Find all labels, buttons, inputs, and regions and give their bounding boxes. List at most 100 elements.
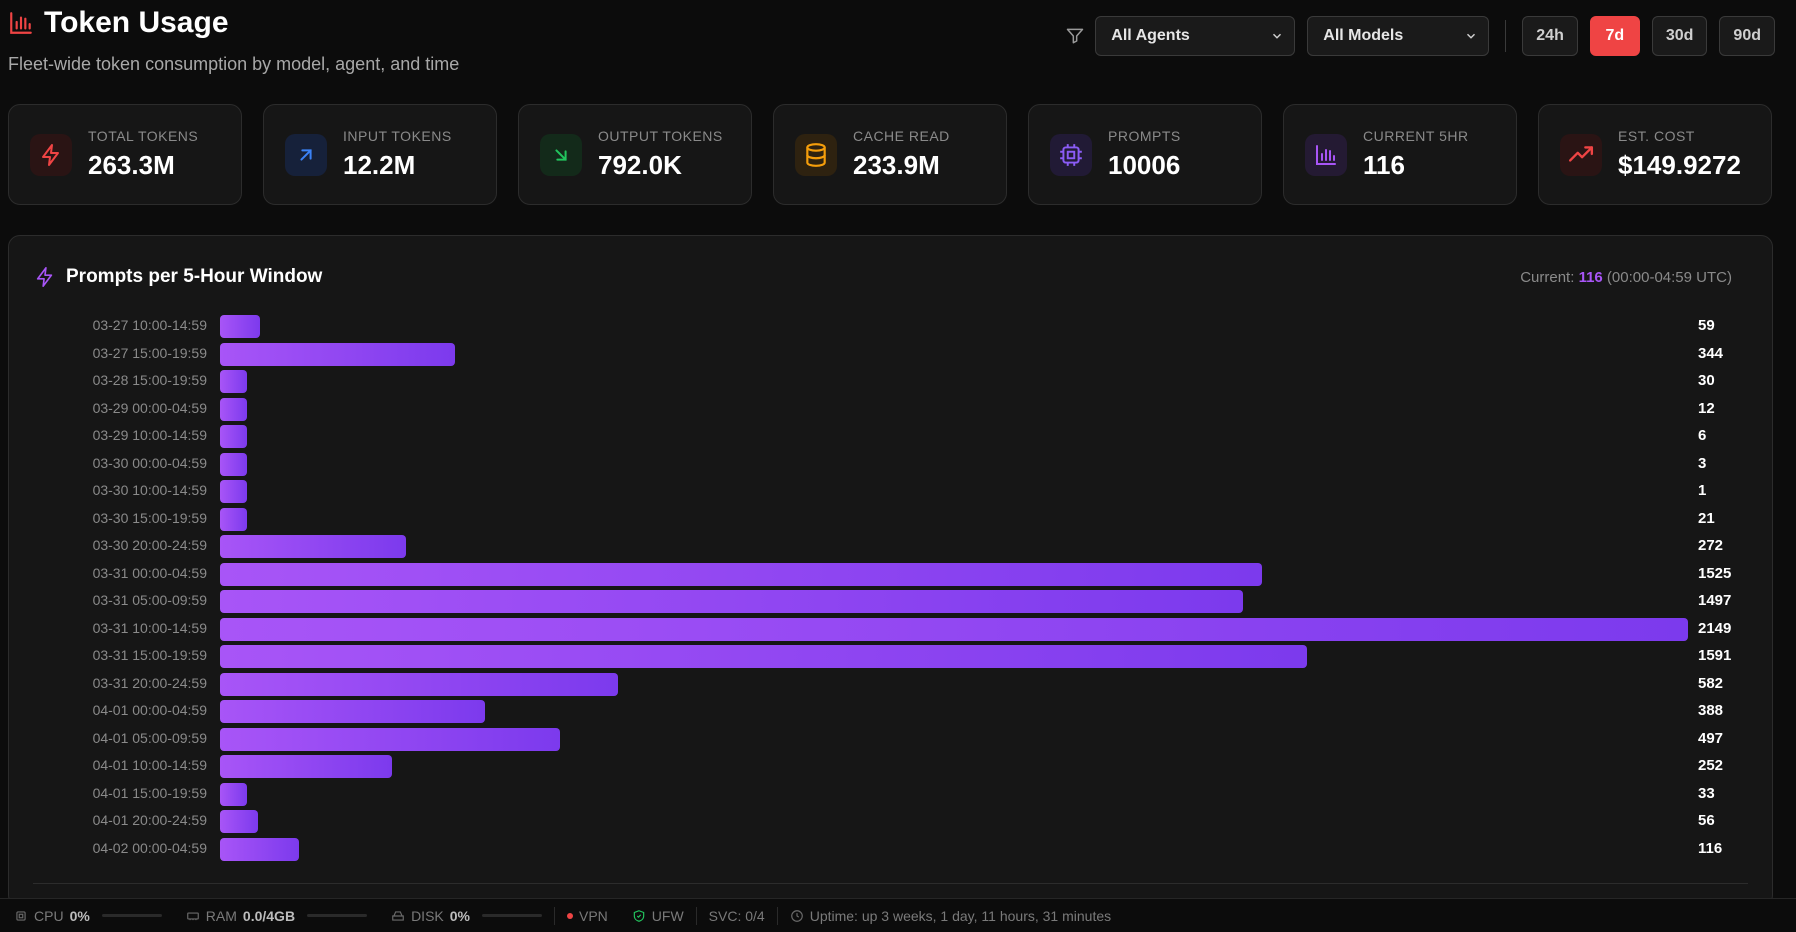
chart-value-label: 12 (1698, 399, 1715, 417)
range-button-90d[interactable]: 90d (1719, 16, 1775, 56)
database-icon (795, 133, 837, 176)
chart-value-label: 33 (1698, 784, 1715, 802)
stat-card-total-tokens: Total Tokens 263.3M (8, 104, 242, 205)
chart-row: 03-30 10:00-14:59 1 (9, 478, 1772, 506)
bar-track (220, 315, 1688, 338)
range-button-24h[interactable]: 24h (1522, 16, 1578, 56)
stat-value: 792.0K (598, 150, 682, 180)
page-title: Token Usage (44, 6, 229, 39)
current-window-readout: Current: 116 (00:00-04:59 UTC) (1520, 269, 1732, 286)
chart-value-label: 1591 (1698, 647, 1732, 664)
bar-track (220, 397, 1688, 421)
status-divider (776, 906, 778, 925)
cpu-icon (1050, 133, 1092, 176)
stat-text: Output Tokens 792.0K (598, 128, 723, 181)
stat-label: Current 5hr (1363, 128, 1469, 144)
cpu-meter (101, 914, 162, 917)
chart-row: 04-01 10:00-14:59 252 (9, 753, 1772, 781)
stat-card-current-5hr: Current 5hr 116 (1283, 104, 1517, 205)
chart-value-label: 344 (1698, 344, 1724, 362)
status-divider (553, 906, 555, 925)
stat-value: 116 (1363, 150, 1405, 180)
chart-row: 03-31 10:00-14:59 2149 (9, 616, 1772, 644)
arrow-up-right-icon (285, 133, 327, 176)
bar-track (220, 425, 1688, 448)
bar-track (220, 452, 1688, 476)
stat-label: Total Tokens (88, 128, 199, 144)
status-bar: CPU 0% RAM 0.0/4GB DISK 0% VPN UFW SVC: … (0, 898, 1796, 932)
chart-bar (220, 507, 248, 531)
bar-track (220, 342, 1688, 366)
chart-bar (220, 425, 248, 448)
bar-chart-icon (8, 10, 34, 36)
bar-track (220, 507, 1688, 531)
bar-track (220, 562, 1688, 586)
stat-text: Total Tokens 263.3M (88, 128, 198, 181)
chart-row: 03-27 15:00-19:59 344 (9, 341, 1772, 369)
model-select[interactable]: All Models (1307, 16, 1490, 56)
chart-value-label: 582 (1698, 674, 1724, 692)
chart-row: 04-01 20:00-24:59 56 (9, 808, 1772, 836)
filter-icon (1065, 26, 1085, 46)
chart-value-label: 1 (1698, 482, 1707, 499)
chart-category-label: 04-01 20:00-24:59 (92, 812, 207, 828)
stat-card-cache-read: Cache Read 233.9M (773, 104, 1007, 205)
bolt-icon (34, 266, 56, 288)
chart-bar (220, 315, 261, 338)
chart-bar (220, 590, 1243, 613)
stat-cards: Total Tokens 263.3M Input Tokens 12.2M O… (8, 104, 1772, 205)
bar-track (220, 672, 1688, 696)
bar-track (220, 837, 1688, 861)
vpn-status-dot (566, 912, 573, 919)
chart-category-label: 04-01 10:00-14:59 (92, 757, 207, 773)
clock-icon (790, 909, 804, 923)
chart-category-label: 04-02 00:00-04:59 (92, 839, 207, 856)
memory-icon (186, 909, 200, 923)
panel-title: Prompts per 5-Hour Window (66, 266, 323, 287)
chart-category-label: 03-30 00:00-04:59 (92, 454, 207, 471)
uptime-label: Uptime: up 3 weeks, 1 day, 11 hours, 31 … (809, 907, 1112, 924)
bolt-icon (30, 133, 72, 176)
chevron-down-icon (1464, 29, 1478, 43)
chart-row: 04-01 00:00-04:59 388 (9, 698, 1772, 726)
chart-row: 04-01 05:00-09:59 497 (9, 726, 1772, 754)
disk-label: DISK (411, 907, 444, 924)
chart-row: 03-31 00:00-04:59 1525 (9, 561, 1772, 589)
chart-row: 03-27 10:00-14:59 59 (9, 313, 1772, 341)
chart-value-label: 116 (1698, 839, 1723, 857)
stat-text: Cache Read 233.9M (853, 128, 950, 181)
chart-row: 03-31 15:00-19:59 1591 (9, 643, 1772, 671)
stat-card-est-cost: Est. Cost $149.9272 (1538, 104, 1772, 205)
chart-bar (220, 672, 618, 696)
agent-select[interactable]: All Agents (1095, 16, 1296, 56)
chart-value-label: 497 (1698, 729, 1724, 747)
chart-value-label: 59 (1698, 317, 1715, 334)
chart-value-label: 6 (1698, 427, 1707, 444)
cpu-value: 0% (69, 907, 90, 924)
agent-select-value: All Agents (1111, 27, 1190, 44)
chart-category-label: 03-30 15:00-19:59 (92, 509, 207, 526)
bar-chart-icon (1305, 133, 1347, 176)
bar-track (220, 782, 1688, 806)
controls-divider (1505, 20, 1507, 52)
prompts-panel: Prompts per 5-Hour Window Current: 116 (… (8, 235, 1773, 907)
chart-row: 03-31 20:00-24:59 582 (9, 671, 1772, 699)
chart-category-label: 03-27 15:00-19:59 (92, 344, 207, 361)
range-button-7d[interactable]: 7d (1589, 16, 1640, 56)
bar-track (220, 617, 1688, 641)
bar-track (220, 590, 1688, 613)
filter-controls: All Agents All Models 24h 7d 30d 90d (1065, 16, 1775, 56)
chart-category-label: 03-28 15:00-19:59 (92, 372, 207, 388)
bar-track (220, 727, 1688, 751)
cpu-status: CPU 0% (2, 908, 174, 924)
uptime-status: Uptime: up 3 weeks, 1 day, 11 hours, 31 … (778, 908, 1123, 924)
bar-track (220, 645, 1688, 668)
status-divider (695, 906, 697, 925)
chart-bar (220, 342, 455, 366)
chart-bar (220, 837, 300, 861)
page-subtitle: Fleet-wide token consumption by model, a… (8, 54, 460, 74)
chart-bar (220, 562, 1262, 586)
chart-bar (220, 480, 248, 503)
current-suffix: (00:00-04:59 UTC) (1602, 268, 1732, 286)
range-button-30d[interactable]: 30d (1651, 16, 1708, 56)
